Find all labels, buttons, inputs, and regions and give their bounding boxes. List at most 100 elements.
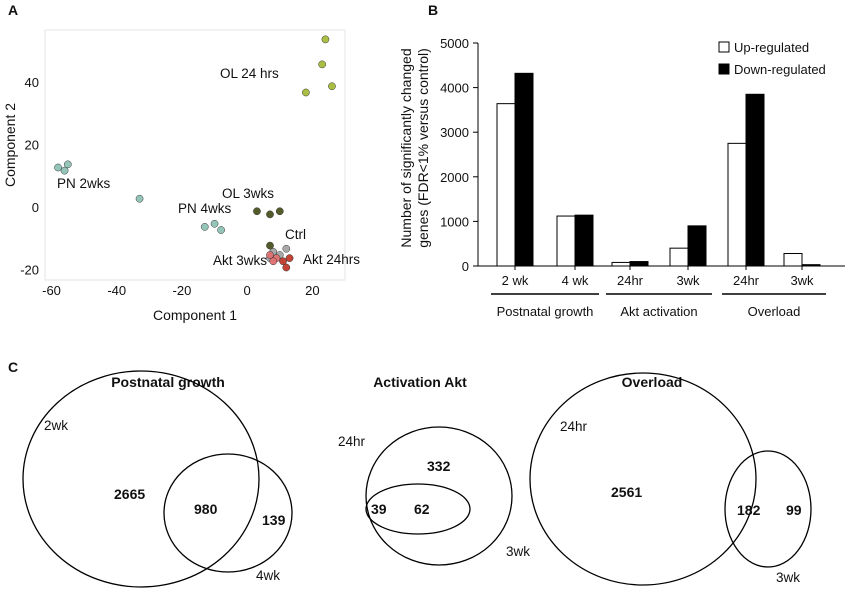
panel-b-label: B bbox=[428, 2, 438, 18]
scatter-point bbox=[54, 163, 62, 172]
venn-set-a-circle bbox=[365, 483, 471, 535]
venn-set-a-circle bbox=[22, 370, 260, 588]
bar-group-label: Akt activation bbox=[620, 304, 697, 319]
scatter-x-tick-label: -40 bbox=[107, 283, 126, 298]
venn-set-b-circle bbox=[365, 426, 513, 566]
venn-set-b-circle bbox=[163, 453, 293, 573]
venn-set-b-label: 3wk bbox=[776, 570, 800, 585]
bar bbox=[745, 93, 765, 267]
scatter-point bbox=[279, 257, 287, 266]
scatter-point bbox=[282, 263, 291, 272]
scatter-point bbox=[328, 82, 336, 91]
bar-group-label: Overload bbox=[748, 304, 801, 319]
bar-x-tick-label: 2 wk bbox=[502, 273, 529, 288]
scatter-point bbox=[253, 207, 261, 216]
scatter-point bbox=[321, 35, 330, 44]
scatter-cluster-label: PN 2wks bbox=[57, 176, 111, 191]
panel-a-label: A bbox=[8, 2, 18, 18]
scatter-plot: -60 -40 -20 0 20 -20 0 20 40 OL 24 hrs PN 2wks PN 4… bbox=[20, 29, 360, 298]
venn-set-b-circle bbox=[724, 450, 812, 568]
scatter-point bbox=[135, 194, 144, 203]
scatter-point bbox=[63, 160, 72, 169]
scatter-plot-area bbox=[44, 29, 346, 281]
bar bbox=[801, 264, 821, 267]
bar-y-axis-title-line1: Number of significantly changed bbox=[398, 48, 414, 247]
scatter-point bbox=[266, 241, 274, 250]
bar-x-tick-label: 3wk bbox=[790, 273, 814, 288]
bar bbox=[496, 103, 516, 267]
bar bbox=[611, 261, 631, 267]
scatter-point bbox=[266, 210, 274, 219]
bar-y-tick-label: 2000 bbox=[440, 170, 469, 185]
bar-y-tick-label: 3000 bbox=[440, 125, 469, 140]
scatter-x-tick-label: -20 bbox=[173, 283, 192, 298]
venn-set-a-label: 24hr bbox=[338, 434, 366, 449]
panel-c-label: C bbox=[8, 359, 18, 375]
scatter-point bbox=[200, 223, 209, 231]
scatter-point bbox=[266, 251, 274, 259]
legend-label: Down-regulated bbox=[734, 62, 826, 77]
scatter-point bbox=[217, 226, 225, 234]
venn-set-a-label: 24hr bbox=[560, 419, 588, 434]
scatter-x-tick-label: 0 bbox=[244, 283, 251, 298]
scatter-point bbox=[269, 257, 278, 266]
venn-title: Postnatal growth bbox=[111, 374, 225, 390]
scatter-point bbox=[285, 254, 294, 262]
venn-only-a-count: 39 bbox=[371, 501, 387, 517]
venn-set-b-label: 3wk bbox=[506, 544, 530, 559]
bar-chart: 0 1000 2000 3000 4000 5000 2 wk 4 wk 24hr 3wk 24hr… bbox=[440, 36, 845, 319]
scatter-cluster-label: PN 4wks bbox=[178, 201, 232, 216]
venn-title: Overload bbox=[622, 374, 683, 390]
scatter-point bbox=[302, 88, 310, 97]
venn-set-a-circle bbox=[529, 372, 757, 586]
venn-overlap-count: 182 bbox=[737, 502, 761, 518]
scatter-y-tick-label: -20 bbox=[20, 263, 39, 278]
scatter-y-tick-label: 20 bbox=[25, 138, 39, 153]
venn-set-a-label: 2wk bbox=[44, 418, 68, 433]
venn-postnatal-growth: Postnatal growth 2wk 4wk 2665 980 139 bbox=[22, 370, 293, 588]
bar bbox=[783, 253, 803, 267]
venn-overload: Overload 24hr 3wk 2561 182 99 bbox=[529, 372, 812, 586]
scatter-point bbox=[275, 207, 284, 216]
venn-only-b-count: 99 bbox=[786, 502, 802, 518]
venn-title: Activation Akt bbox=[373, 374, 467, 390]
scatter-cluster-label: Akt 24hrs bbox=[303, 252, 360, 267]
bar-y-tick-label: 0 bbox=[462, 259, 469, 274]
scatter-y-tick-label: 40 bbox=[25, 75, 39, 90]
bar-y-tick-label: 1000 bbox=[440, 214, 469, 229]
bar-y-tick-label: 5000 bbox=[440, 36, 469, 51]
venn-set-b-label: 4wk bbox=[256, 568, 280, 583]
venn-only-a-count: 2561 bbox=[611, 484, 642, 500]
venn-activation-akt: Activation Akt 24hr 3wk 39 62 332 bbox=[338, 374, 530, 566]
bar bbox=[556, 215, 576, 267]
scatter-cluster-label: OL 3wks bbox=[222, 186, 274, 201]
venn-overlap-count: 62 bbox=[414, 501, 430, 517]
bar-x-tick-label: 4 wk bbox=[562, 273, 589, 288]
scatter-point bbox=[282, 244, 291, 253]
bar bbox=[514, 72, 534, 267]
scatter-point bbox=[318, 60, 327, 69]
scatter-y-axis-title: Component 2 bbox=[2, 103, 18, 187]
bar-x-tick-label: 24hr bbox=[733, 273, 760, 288]
legend-swatch bbox=[718, 63, 730, 75]
venn-only-b-count: 332 bbox=[427, 458, 451, 474]
venn-overlap-count: 980 bbox=[194, 501, 218, 517]
scatter-cluster-label: Akt 3wks bbox=[213, 253, 267, 268]
bar-y-tick-label: 4000 bbox=[440, 81, 469, 96]
bar bbox=[574, 214, 594, 267]
venn-only-a-count: 2665 bbox=[114, 486, 145, 502]
scatter-x-axis-title: Component 1 bbox=[153, 307, 237, 323]
bar bbox=[687, 225, 707, 267]
scatter-cluster-label: OL 24 hrs bbox=[220, 66, 279, 81]
bar bbox=[629, 261, 649, 267]
scatter-x-tick-label: 20 bbox=[305, 283, 319, 298]
scatter-point bbox=[60, 166, 69, 175]
bar bbox=[669, 247, 689, 267]
venn-only-b-count: 139 bbox=[262, 512, 286, 528]
scatter-x-tick-label: -60 bbox=[42, 283, 61, 298]
scatter-point bbox=[210, 219, 219, 228]
legend-label: Up-regulated bbox=[734, 40, 809, 55]
scatter-cluster-label: Ctrl bbox=[285, 227, 306, 242]
bar-x-tick-label: 24hr bbox=[617, 273, 644, 288]
